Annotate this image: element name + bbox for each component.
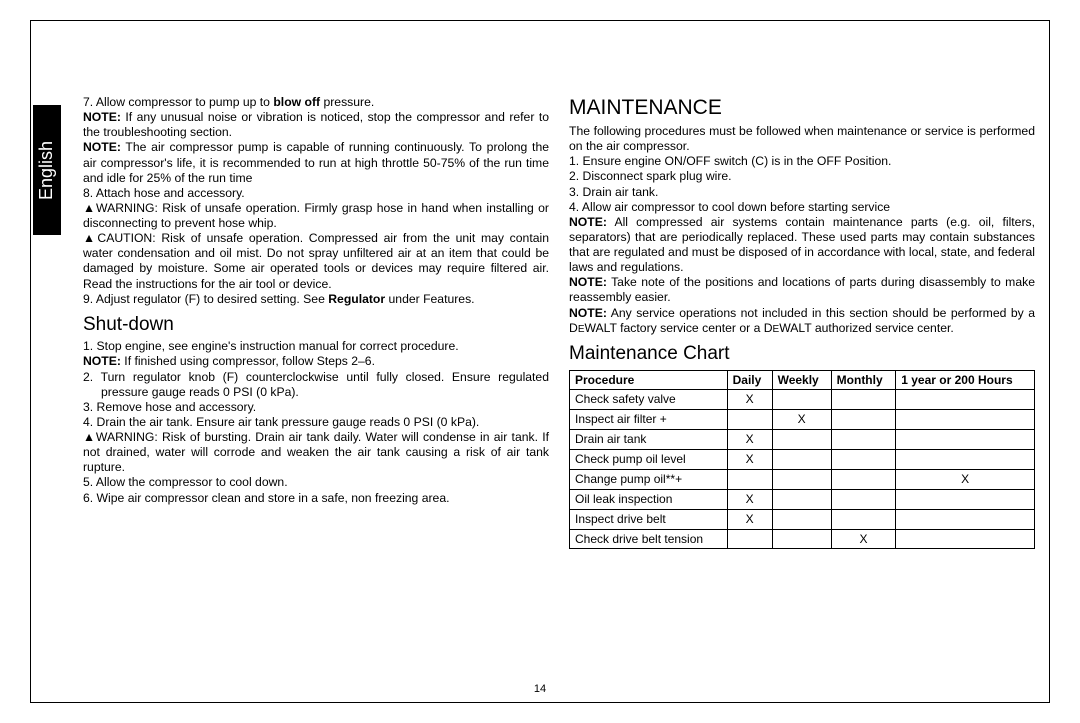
cell-daily <box>727 410 772 430</box>
paragraph: The following procedures must be followe… <box>569 124 1035 154</box>
cell-daily: X <box>727 430 772 450</box>
note-text: NOTE: If any unusual noise or vibration … <box>83 110 549 140</box>
list-item: 1. Stop engine, see engine's instruction… <box>83 339 549 354</box>
maintenance-chart-table: Procedure Daily Weekly Monthly 1 year or… <box>569 370 1035 550</box>
list-item: 6. Wipe air compressor clean and store i… <box>83 491 549 506</box>
cell-procedure: Inspect air filter + <box>570 410 728 430</box>
th-procedure: Procedure <box>570 370 728 390</box>
cell-year <box>896 450 1035 470</box>
table-row: Change pump oil**+ X <box>570 469 1035 489</box>
cell-monthly <box>831 390 896 410</box>
cell-daily: X <box>727 450 772 470</box>
cell-monthly <box>831 469 896 489</box>
shutdown-heading: Shut-down <box>83 313 549 337</box>
list-item: 2. Disconnect spark plug wire. <box>569 169 1035 184</box>
cell-monthly: X <box>831 529 896 549</box>
cell-weekly <box>772 529 831 549</box>
warning-text: ▲WARNING: Risk of bursting. Drain air ta… <box>83 430 549 475</box>
note-text: NOTE: All compressed air systems contain… <box>569 215 1035 276</box>
table-row: Inspect drive beltX <box>570 509 1035 529</box>
cell-procedure: Drain air tank <box>570 430 728 450</box>
warning-icon: ▲ <box>83 201 96 215</box>
cell-procedure: Change pump oil**+ <box>570 469 728 489</box>
warning-icon: ▲ <box>83 430 96 444</box>
th-daily: Daily <box>727 370 772 390</box>
cell-monthly <box>831 430 896 450</box>
table-row: Inspect air filter + X <box>570 410 1035 430</box>
cell-year <box>896 509 1035 529</box>
page-number: 14 <box>0 683 1080 695</box>
list-item: 3. Drain air tank. <box>569 185 1035 200</box>
list-item: 4. Allow air compressor to cool down bef… <box>569 200 1035 215</box>
cell-year: X <box>896 469 1035 489</box>
content-columns: 7. Allow compressor to pump up to blow o… <box>83 95 1035 680</box>
list-item-9: 9. Adjust regulator (F) to desired setti… <box>83 292 549 307</box>
cell-daily: X <box>727 390 772 410</box>
cell-procedure: Oil leak inspection <box>570 489 728 509</box>
language-tab: English <box>33 105 61 235</box>
note-text: NOTE: If finished using compressor, foll… <box>83 354 549 369</box>
table-row: Check drive belt tension X <box>570 529 1035 549</box>
list-item: 1. Ensure engine ON/OFF switch (C) is in… <box>569 154 1035 169</box>
cell-weekly <box>772 450 831 470</box>
note-text: NOTE: The air compressor pump is capable… <box>83 140 549 185</box>
cell-daily <box>727 469 772 489</box>
warning-text: ▲WARNING: Risk of unsafe operation. Firm… <box>83 201 549 231</box>
cell-monthly <box>831 489 896 509</box>
list-item: 2. Turn regulator knob (F) counterclockw… <box>83 370 549 400</box>
cell-procedure: Check pump oil level <box>570 450 728 470</box>
maintenance-heading: MAINTENANCE <box>569 95 1035 121</box>
cell-procedure: Check safety valve <box>570 390 728 410</box>
list-item-7: 7. Allow compressor to pump up to blow o… <box>83 95 549 110</box>
th-year: 1 year or 200 Hours <box>896 370 1035 390</box>
cell-weekly <box>772 390 831 410</box>
caution-text: ▲CAUTION: Risk of unsafe operation. Comp… <box>83 231 549 292</box>
cell-monthly <box>831 509 896 529</box>
cell-weekly: X <box>772 410 831 430</box>
cell-monthly <box>831 410 896 430</box>
list-item: 5. Allow the compressor to cool down. <box>83 475 549 490</box>
table-row: Drain air tankX <box>570 430 1035 450</box>
caution-icon: ▲ <box>83 231 97 245</box>
cell-procedure: Inspect drive belt <box>570 509 728 529</box>
cell-weekly <box>772 489 831 509</box>
language-label: English <box>37 140 58 199</box>
note-text: NOTE: Take note of the positions and loc… <box>569 275 1035 305</box>
list-item: 3. Remove hose and accessory. <box>83 400 549 415</box>
note-text: NOTE: Any service operations not include… <box>569 306 1035 337</box>
cell-year <box>896 529 1035 549</box>
cell-procedure: Check drive belt tension <box>570 529 728 549</box>
list-item: 4. Drain the air tank. Ensure air tank p… <box>83 415 549 430</box>
cell-daily <box>727 529 772 549</box>
cell-weekly <box>772 509 831 529</box>
table-row: Check safety valveX <box>570 390 1035 410</box>
cell-year <box>896 410 1035 430</box>
th-weekly: Weekly <box>772 370 831 390</box>
cell-daily: X <box>727 509 772 529</box>
table-row: Oil leak inspectionX <box>570 489 1035 509</box>
cell-year <box>896 430 1035 450</box>
cell-weekly <box>772 430 831 450</box>
list-item-8: 8. Attach hose and accessory. <box>83 186 549 201</box>
maintenance-chart-heading: Maintenance Chart <box>569 342 1035 366</box>
cell-weekly <box>772 469 831 489</box>
th-monthly: Monthly <box>831 370 896 390</box>
table-row: Check pump oil levelX <box>570 450 1035 470</box>
cell-year <box>896 390 1035 410</box>
cell-year <box>896 489 1035 509</box>
cell-daily: X <box>727 489 772 509</box>
cell-monthly <box>831 450 896 470</box>
table-header-row: Procedure Daily Weekly Monthly 1 year or… <box>570 370 1035 390</box>
